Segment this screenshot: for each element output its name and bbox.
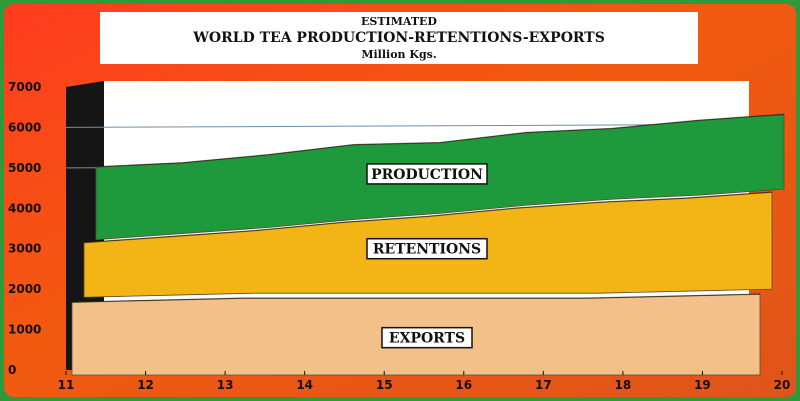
band-label-box: [366, 237, 488, 260]
side-wall: [66, 81, 104, 370]
x-tick-label: 15: [376, 378, 393, 392]
chart-title-line-3: Million Kgs.: [361, 48, 436, 61]
x-tick-label: 14: [296, 378, 313, 392]
y-tick-label: 6000: [8, 120, 41, 134]
x-tick-label: 12: [137, 378, 154, 392]
x-tick-label: 18: [615, 378, 632, 392]
x-tick-label: 11: [58, 378, 75, 392]
tea-chart: ESTIMATED WORLD TEA PRODUCTION-RETENTION…: [4, 4, 796, 397]
chart-frame: ESTIMATED WORLD TEA PRODUCTION-RETENTION…: [4, 4, 796, 397]
chart-title-line-2: WORLD TEA PRODUCTION-RETENTIONS-EXPORTS: [192, 30, 605, 46]
y-tick-label: 4000: [8, 201, 41, 215]
band-labels: EXPORTS RETENTIONS PRODUCTION: [366, 163, 488, 349]
x-tick-label: 20: [774, 378, 791, 392]
title-box: ESTIMATED WORLD TEA PRODUCTION-RETENTION…: [100, 12, 698, 64]
area-top-edge: [95, 113, 785, 168]
grid-line: [65, 123, 750, 128]
band-label-box: [366, 163, 488, 185]
y-tick-label: 1000: [8, 323, 41, 337]
area-top-edge: [71, 293, 761, 303]
band-label-production: PRODUCTION: [371, 167, 483, 183]
x-tick-label: 16: [455, 378, 472, 392]
y-tick-label: 5000: [8, 161, 41, 175]
y-tick-label: 3000: [8, 242, 41, 256]
band-label-box: [381, 326, 473, 349]
x-tick-label: 17: [535, 378, 552, 392]
band-label-exports: EXPORTS: [389, 331, 465, 347]
y-tick-label: 7000: [8, 80, 41, 94]
x-tick-label: 13: [217, 378, 234, 392]
y-tick-label: 0: [8, 363, 16, 377]
y-axis-ticks: 0 1000 2000 3000 4000 5000 6000 7000: [8, 80, 41, 377]
x-axis-ticks: 11 12 13 14 15 16 17 18 19 20: [58, 371, 791, 392]
area-top-edge: [83, 191, 773, 244]
x-tick-label: 19: [694, 378, 711, 392]
chart-title-line-1: ESTIMATED: [361, 15, 437, 28]
band-label-retentions: RETENTIONS: [373, 242, 481, 258]
y-tick-label: 2000: [8, 282, 41, 296]
